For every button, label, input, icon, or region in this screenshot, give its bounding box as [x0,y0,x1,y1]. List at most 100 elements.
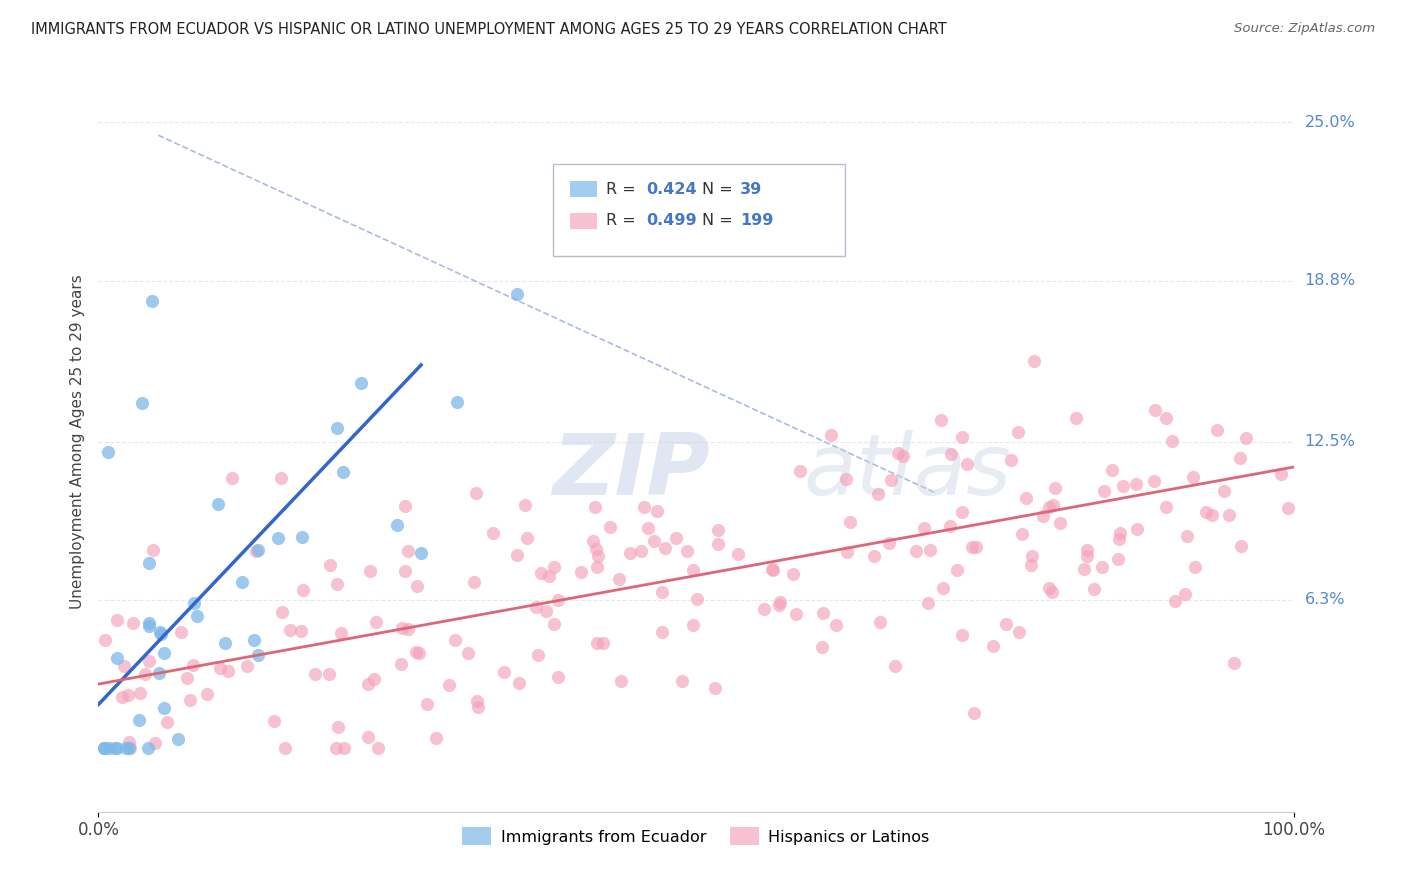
Point [247,648,270,662]
Point [457,647,479,661]
Point [270,471,292,485]
Point [465,694,488,708]
Point [93,632,115,647]
Point [752,602,775,616]
Point [209,661,232,675]
Point [274,740,297,755]
Text: N =: N = [702,213,738,228]
Point [904,543,927,558]
Point [1112,479,1135,493]
Point [530,566,553,580]
Point [247,543,270,558]
Point [1092,483,1115,498]
Text: 6.3%: 6.3% [1305,592,1346,607]
Point [884,659,907,673]
Point [385,517,409,532]
Point [1195,505,1218,519]
Point [607,573,630,587]
Point [1038,581,1060,595]
Point [153,701,176,715]
Point [128,713,150,727]
Point [879,473,901,487]
Point [166,731,188,746]
Point [143,736,166,750]
Point [117,688,139,702]
Point [534,604,557,618]
Point [394,564,416,578]
Point [768,599,790,613]
Point [1000,453,1022,467]
Point [408,646,430,660]
Point [121,615,143,630]
Point [236,659,259,673]
Point [463,574,485,589]
Point [1073,562,1095,576]
Text: N =: N = [702,182,738,196]
Text: atlas: atlas [804,430,1011,513]
Point [105,613,128,627]
Point [513,499,536,513]
Point [965,540,987,554]
Point [703,681,725,695]
Text: 12.5%: 12.5% [1305,434,1355,449]
Point [887,446,910,460]
Point [391,621,413,635]
Point [835,472,858,486]
Point [290,624,312,638]
FancyBboxPatch shape [553,164,845,257]
Point [1042,498,1064,512]
Point [155,715,177,730]
Point [134,666,156,681]
Point [782,566,804,581]
Point [682,563,704,577]
Text: 199: 199 [740,213,773,228]
Point [939,518,962,533]
Point [195,687,218,701]
Point [769,595,792,609]
Point [707,523,730,537]
Point [115,740,138,755]
Point [1011,527,1033,541]
Point [1161,434,1184,448]
Point [1108,533,1130,547]
Point [148,666,170,681]
Point [332,465,354,479]
Point [547,593,569,607]
Point [1230,539,1253,553]
Point [585,542,607,557]
Point [543,559,565,574]
Text: R =: R = [606,182,641,196]
Point [585,560,607,574]
Point [543,616,565,631]
Point [537,568,560,582]
Point [1143,403,1166,417]
Point [492,665,515,680]
Point [263,714,285,729]
Text: 18.8%: 18.8% [1305,273,1355,288]
Text: 0.499: 0.499 [645,213,696,228]
Point [482,525,505,540]
Text: R =: R = [606,213,641,228]
Point [582,533,605,548]
Point [181,658,204,673]
Point [104,740,127,755]
Point [1201,508,1223,522]
Text: 0.424: 0.424 [645,182,696,196]
Point [405,645,427,659]
Point [917,596,939,610]
Point [868,487,890,501]
Point [592,636,614,650]
Point [820,428,842,442]
Point [671,674,693,689]
Point [149,624,172,639]
Point [1164,594,1187,608]
Point [389,657,412,672]
Point [950,505,973,519]
Point [1229,451,1251,466]
Point [912,521,935,535]
Point [1213,484,1236,499]
Point [186,609,208,624]
Point [950,429,973,443]
Point [918,543,941,558]
Point [153,646,176,660]
